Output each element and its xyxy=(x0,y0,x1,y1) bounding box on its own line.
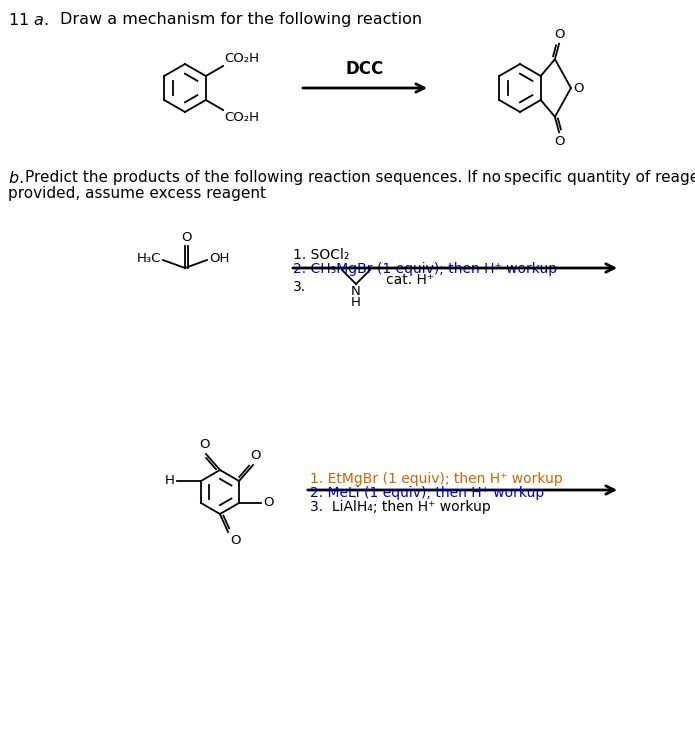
Text: N: N xyxy=(351,285,361,298)
Text: O: O xyxy=(554,135,564,148)
Text: O: O xyxy=(263,496,274,509)
Text: O: O xyxy=(554,28,564,40)
Text: O: O xyxy=(181,231,191,244)
Text: O: O xyxy=(250,449,261,462)
Text: O: O xyxy=(230,534,240,547)
Text: DCC: DCC xyxy=(346,60,384,78)
Text: $\it{11\ a.}$: $\it{11\ a.}$ xyxy=(8,12,49,29)
Text: cat. H⁺: cat. H⁺ xyxy=(386,273,434,287)
Text: H₃C: H₃C xyxy=(137,252,161,266)
Text: Predict the products of the following reaction sequences. If no specific quantit: Predict the products of the following re… xyxy=(25,170,695,185)
Text: CO₂H: CO₂H xyxy=(224,52,259,65)
Text: O: O xyxy=(573,81,583,95)
Text: 1. EtMgBr (1 equiv); then H⁺ workup: 1. EtMgBr (1 equiv); then H⁺ workup xyxy=(310,472,563,486)
Text: 3.: 3. xyxy=(293,280,306,294)
Text: H: H xyxy=(165,474,175,487)
Text: 2. MeLi (1 equiv); then H⁺ workup: 2. MeLi (1 equiv); then H⁺ workup xyxy=(310,486,544,500)
Text: 2. CH₃MgBr (1 equiv); then H⁺ workup: 2. CH₃MgBr (1 equiv); then H⁺ workup xyxy=(293,262,557,276)
Text: provided, assume excess reagent: provided, assume excess reagent xyxy=(8,186,266,201)
Text: O: O xyxy=(199,438,209,451)
Text: 1. SOCl₂: 1. SOCl₂ xyxy=(293,248,350,262)
Text: 3.  LiAlH₄; then H⁺ workup: 3. LiAlH₄; then H⁺ workup xyxy=(310,500,491,514)
Text: H: H xyxy=(351,296,361,309)
Text: Draw a mechanism for the following reaction: Draw a mechanism for the following react… xyxy=(60,12,422,27)
Text: OH: OH xyxy=(209,252,229,266)
Text: CO₂H: CO₂H xyxy=(224,111,259,124)
Text: $\it{b.}$: $\it{b.}$ xyxy=(8,170,24,187)
